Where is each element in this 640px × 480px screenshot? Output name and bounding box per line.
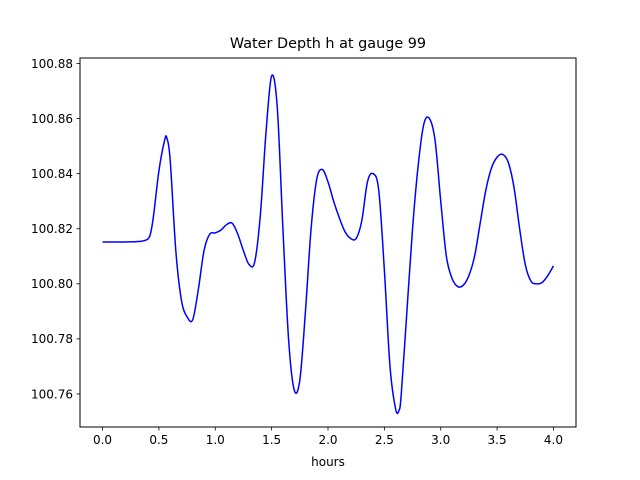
- x-tick-label: 0.5: [149, 433, 168, 447]
- x-tick-label: 1.0: [206, 433, 225, 447]
- y-tick-label: 100.78: [31, 332, 73, 346]
- x-tick-label: 1.5: [262, 433, 281, 447]
- y-tick-label: 100.88: [31, 57, 73, 71]
- x-tick-label: 2.5: [375, 433, 394, 447]
- x-tick-label: 4.0: [544, 433, 563, 447]
- y-tick-label: 100.86: [31, 112, 73, 126]
- y-tick-label: 100.84: [31, 167, 73, 181]
- y-tick-label: 100.80: [31, 277, 73, 291]
- y-tick-label: 100.76: [31, 387, 73, 401]
- x-tick-label: 2.0: [318, 433, 337, 447]
- x-tick-label: 3.5: [488, 433, 507, 447]
- series-line-0: [102, 74, 555, 415]
- chart-title: Water Depth h at gauge 99: [230, 36, 426, 52]
- y-tick-label: 100.82: [31, 222, 73, 236]
- plot-area: [80, 58, 576, 427]
- x-axis-label: hours: [311, 455, 345, 469]
- x-tick-label: 0.0: [93, 433, 112, 447]
- x-tick-label: 3.0: [431, 433, 450, 447]
